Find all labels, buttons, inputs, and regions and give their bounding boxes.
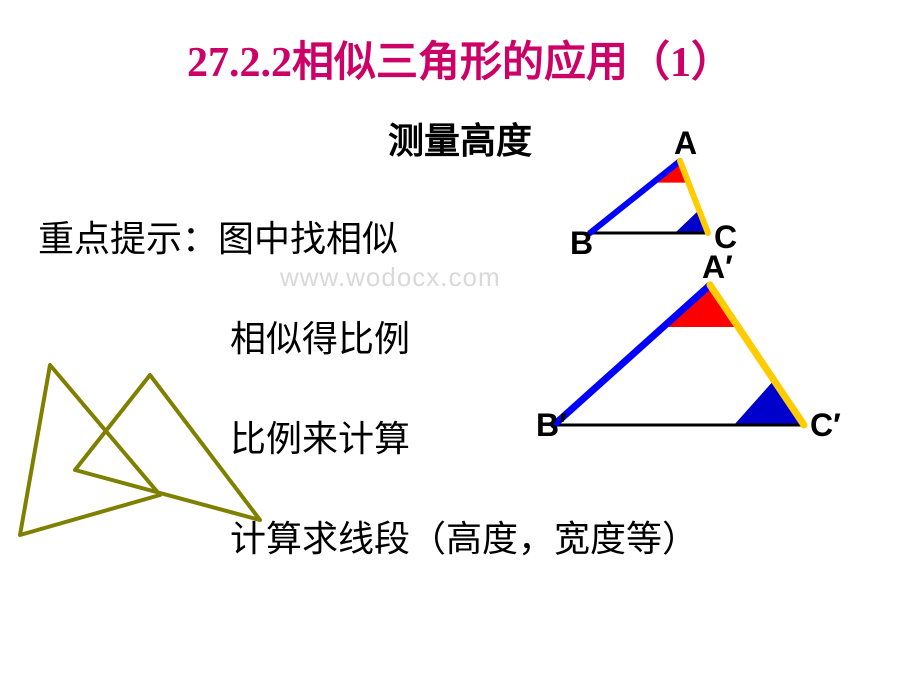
triangle-large-svg	[540, 275, 820, 450]
vertex-label-A-prime: A′	[702, 249, 733, 286]
tip-line-4: 计算求线段（高度，宽度等）	[230, 510, 698, 562]
sketch-svg	[10, 345, 280, 575]
page-title: 27.2.2相似三角形的应用（1）	[187, 28, 733, 89]
triangle-large: A′ B′ C′	[540, 275, 820, 450]
sketch-triangles	[10, 345, 280, 575]
title-text: 27.2.2相似三角形的应用（1）	[187, 40, 733, 86]
tip-line-1: 重点提示：图中找相似	[38, 210, 398, 262]
subtitle: 测量高度	[388, 112, 532, 164]
watermark: www.wodocx.com	[280, 262, 501, 293]
vertex-label-C-prime: C′	[810, 407, 841, 444]
vertex-label-A: A	[674, 125, 697, 162]
vertex-label-B-prime: B′	[536, 407, 567, 444]
subtitle-text: 测量高度	[388, 121, 532, 161]
vertex-label-B: B	[570, 225, 593, 262]
